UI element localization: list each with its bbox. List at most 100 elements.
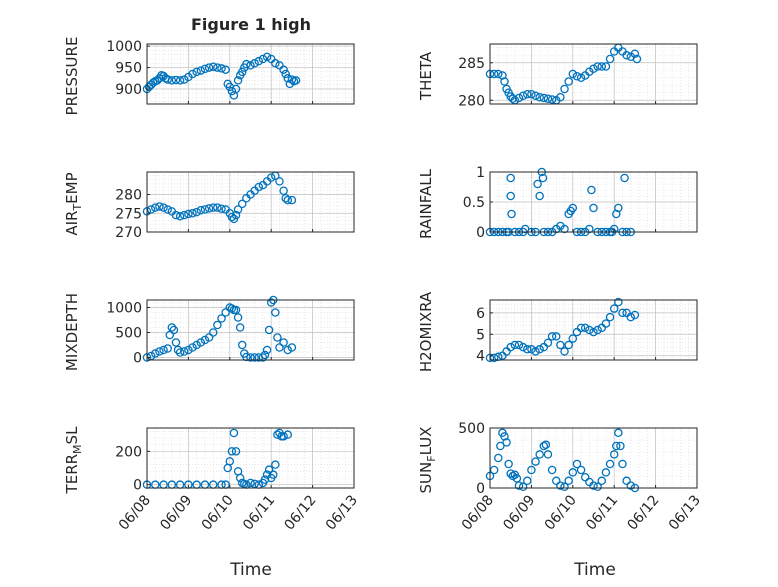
data-point [496,441,505,451]
data-point [233,76,243,85]
data-point [523,345,532,354]
data-point [279,338,288,347]
data-point [506,469,515,478]
data-point [531,457,540,466]
data-point [609,450,619,459]
data-point [171,338,181,347]
subplot-h2omixra: 4 5 6 H2OMIXRA [417,291,698,372]
data-point [507,209,516,219]
data-point [258,353,268,362]
y-tick-label: 0 [476,225,485,241]
subplot-sun-flux: 0 500 06/08 06/09 06/10 06/11 06/12 06/13 SUNFLU… [417,421,704,533]
data-point [271,59,280,68]
data-point [233,313,243,322]
data-point [547,95,557,104]
y-tick-label: 5 [476,327,485,343]
axes-box [146,171,355,233]
axes-box [146,43,355,105]
data-point [169,325,179,335]
data-point [237,67,247,77]
data-point [597,476,607,486]
axes-box [146,299,355,361]
subplot-air-temp: 270 275 280 AIRTEMP [63,171,355,241]
data-point [568,334,578,343]
data-point [494,453,503,463]
data-point [510,340,520,350]
subplot-pressure: 900 950 1000 PRESSURE [63,37,355,115]
data-point [155,347,164,356]
data-point [535,450,544,459]
data-point [518,482,528,492]
data-point [254,56,264,66]
data-point [523,90,532,99]
data-point [227,212,237,222]
data-point [612,441,621,451]
data-point [593,325,602,335]
y-axis-label: SUNFLUX [417,427,438,494]
axes-box [489,43,698,105]
data-point [551,332,561,341]
data-point [213,320,222,330]
data-point [281,69,290,79]
data-point [589,64,598,74]
data-point [155,202,164,211]
data-point [192,67,201,77]
data-point [231,305,241,315]
data-point [576,73,586,83]
subplot-theta: 280 285 THETA [417,43,698,109]
x-tick-label: 06/09 [500,492,538,533]
y-tick-label: 0 [133,478,142,494]
data-point [502,438,511,447]
y-tick-label: 0 [133,351,142,367]
data-point [279,186,288,195]
x-tick-label: 06/09 [157,492,195,533]
data-point [262,345,272,355]
data-point [208,62,218,71]
data-point [630,49,640,59]
y-tick-label: 0 [476,481,485,497]
data-point [620,173,629,183]
y-tick-label: 285 [458,56,485,72]
data-point [217,204,226,213]
data-point [632,54,642,64]
plot-area [147,44,354,104]
data-point [489,353,499,363]
data-point [246,353,255,362]
data-point [237,340,247,350]
data-point [535,93,544,102]
data-point [506,173,515,183]
y-tick-label: 280 [115,188,142,204]
data-point [527,90,536,99]
data-point [543,338,553,348]
data-point [605,459,615,469]
data-point [580,472,590,482]
data-point [576,323,586,333]
data-point [262,52,272,62]
data-point [163,75,172,84]
data-point [208,328,218,337]
y-axis-label: H2OMIXRA [417,291,435,372]
data-point [585,325,594,335]
data-point [504,459,513,469]
data-point [543,94,553,104]
data-point [560,347,569,356]
data-point [196,205,206,215]
data-point [535,191,544,201]
data-point [188,69,197,79]
data-point [560,84,569,94]
data-point [572,459,582,469]
data-point [254,182,264,192]
data-point [231,210,241,220]
data-point [609,304,619,313]
data-point [180,210,189,220]
data-point [208,203,218,212]
data-point [551,476,561,486]
y-tick-label: 950 [115,61,142,77]
data-point [514,481,524,490]
data-point [217,314,226,323]
data-point [564,77,573,86]
data-point [597,62,607,71]
data-point [153,76,162,85]
data-point [541,440,551,450]
data-point [242,59,251,69]
